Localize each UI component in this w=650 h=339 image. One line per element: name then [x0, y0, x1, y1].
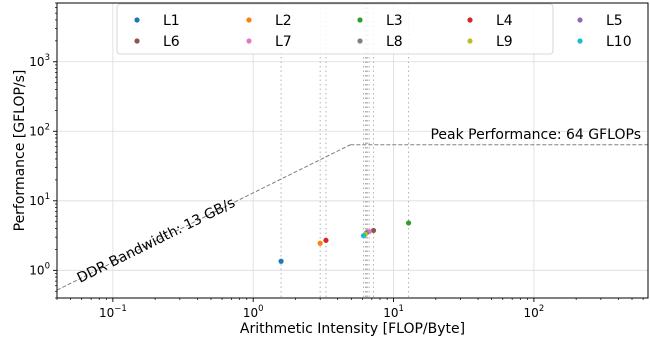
- legend-label: L10: [606, 34, 632, 50]
- x-axis-ticks: 10−1 100 101 102: [56, 298, 644, 320]
- legend-label: L5: [606, 13, 623, 29]
- legend-label: L7: [275, 34, 292, 50]
- x-tick-label: 10−1: [99, 304, 127, 320]
- legend-box: [116, 3, 554, 55]
- legend-label: L9: [496, 34, 513, 50]
- x-axis-label: Arithmetic Intensity [FLOP/Byte]: [240, 321, 465, 337]
- legend-marker: [357, 38, 363, 44]
- y-tick-label: 101: [29, 192, 50, 208]
- x-tick-label: 102: [524, 304, 545, 320]
- legend-label: L4: [496, 13, 513, 29]
- roofline: DDR Bandwidth: 13 GB/s Peak Performance:…: [56, 127, 648, 291]
- y-tick-label: 102: [29, 122, 50, 138]
- y-axis-ticks: 100 101 102 103: [29, 2, 57, 299]
- y-tick-label: 103: [29, 53, 50, 69]
- legend-marker: [134, 17, 140, 23]
- legend-marker: [467, 17, 473, 23]
- x-tick-label: 101: [383, 304, 404, 320]
- legend-label: L6: [163, 34, 180, 50]
- peak-label: Peak Performance: 64 GFLOPs: [430, 127, 641, 143]
- legend-marker: [357, 17, 363, 23]
- legend-entry-l2: L2: [246, 13, 292, 29]
- plot-frame: [56, 2, 649, 299]
- legend-marker: [577, 38, 583, 44]
- legend-marker: [246, 38, 252, 44]
- data-point-l1: [278, 258, 284, 264]
- data-point-l4: [323, 237, 329, 243]
- legend-entry-l5: L5: [577, 13, 623, 29]
- legend-entry-l9: L9: [467, 34, 513, 50]
- legend: L1 L2 L3 L4 L5 L6 L7 L8 L9 L10: [116, 3, 632, 55]
- y-tick-label: 100: [29, 261, 50, 277]
- legend-label: L3: [386, 13, 403, 29]
- legend-entry-l1: L1: [134, 13, 180, 29]
- legend-entry-l7: L7: [246, 34, 292, 50]
- legend-entry-l6: L6: [134, 34, 180, 50]
- data-point-l10: [360, 233, 367, 239]
- legend-marker: [246, 17, 252, 23]
- legend-label: L8: [386, 34, 403, 50]
- data-points: [278, 220, 412, 264]
- legend-entry-l10: L10: [577, 34, 632, 50]
- bandwidth-roof-line: [56, 144, 351, 291]
- legend-label: L1: [163, 13, 180, 29]
- legend-entry-l4: L4: [467, 13, 513, 29]
- data-point-l3: [406, 220, 412, 226]
- data-point-l6: [370, 227, 377, 234]
- data-point-l2: [317, 240, 323, 246]
- y-axis-label: Performance [GFLOP/s]: [12, 70, 28, 232]
- legend-entry-l8: L8: [357, 34, 403, 50]
- legend-marker: [467, 38, 473, 44]
- x-tick-label: 100: [243, 304, 264, 320]
- legend-marker: [577, 17, 583, 23]
- bandwidth-label: DDR Bandwidth: 13 GB/s: [75, 195, 238, 287]
- legend-label: L2: [275, 13, 292, 29]
- legend-marker: [134, 38, 140, 44]
- legend-entry-l3: L3: [357, 13, 403, 29]
